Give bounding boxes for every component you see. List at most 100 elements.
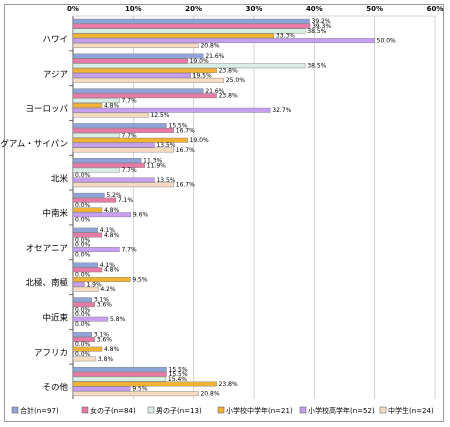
category-label: アフリカ [34,348,68,358]
bar [72,112,149,118]
bar [72,68,217,74]
data-label: 3.6% [97,302,113,309]
bar [72,337,95,342]
x-tick-label: 30% [246,5,263,13]
data-label: 4.1% [100,262,116,269]
data-label: 11.9% [147,162,166,169]
bar [72,43,199,48]
data-label: 0.0% [75,311,91,318]
data-label: 15.4% [168,376,187,383]
bar [72,232,103,238]
bar [72,207,103,213]
legend-swatch [299,406,307,414]
data-label: 7.7% [121,167,137,174]
bar [72,391,199,397]
bar [72,346,103,352]
data-label: 13.5% [156,177,175,184]
bar [72,376,167,382]
category-labels: ハワイアジアヨーロッパグアム・サイパン北米中南米オセアニア北極、南極中近東アフリ… [0,35,68,393]
bar [72,316,109,322]
category-label: 中南米 [42,208,68,219]
data-label: 0.0% [75,306,91,313]
category-label: ヨーロッパ [25,105,68,115]
bar [72,73,191,78]
bar [72,182,174,188]
data-label: 3.1% [94,332,110,339]
data-label: 38.5% [307,28,326,35]
data-label: 32.7% [272,107,291,114]
data-label: 19.0% [190,58,209,65]
data-label: 16.7% [176,147,195,154]
data-label: 4.1% [100,227,116,234]
bar [72,297,92,303]
bar [72,137,188,143]
data-label: 39.2% [312,18,331,25]
data-label: 4.8% [104,102,120,109]
bar [72,302,95,308]
category-label: 中近東 [42,313,68,324]
data-label: 5.8% [110,316,126,323]
data-label: 16.7% [176,182,195,189]
data-label: 12.5% [150,112,169,119]
category-label: グアム・サイパン [0,138,68,149]
data-label: 3.1% [94,297,110,304]
data-label: 9.6% [133,212,149,219]
data-label: 4.2% [100,286,116,293]
legend-swatch [217,406,225,414]
bar [72,18,310,24]
data-label: 11.3% [143,157,162,164]
data-label: 3.8% [98,356,114,363]
data-label: 23.8% [219,381,238,388]
data-label: 0.0% [75,321,91,328]
category-label: その他 [42,382,68,393]
bar [72,63,306,69]
data-label: 0.0% [75,216,91,223]
bar [72,88,204,94]
bar [72,162,145,168]
data-label: 21.6% [205,53,224,60]
legend: 合計(n=97) 女の子(n=84) 男の子(n=13) 小学校中学年(n=21) 小学… [11,406,434,415]
data-label: 23.8% [219,68,238,75]
bar [72,23,311,29]
data-label: 0.0% [75,272,91,279]
data-label: 4.8% [104,207,120,214]
data-label: 25.0% [226,77,245,84]
bars [72,18,375,397]
legend-swatch [147,406,155,414]
bar [72,123,167,129]
category-label: アジア [43,70,68,80]
data-label: 15.5% [169,366,188,373]
data-label: 4.8% [104,232,120,239]
bar [72,58,188,64]
bar [72,53,204,59]
x-tick-label: 50% [366,5,383,13]
data-label: 33.3% [276,33,295,40]
bar [72,132,120,138]
data-label: 21.6% [205,88,224,95]
legend-label: 中学生(n=24) [388,406,434,415]
bar [72,147,174,153]
data-label: 7.7% [121,246,137,253]
bar [72,386,131,392]
data-label: 39.3% [312,23,331,30]
data-label: 7.7% [121,132,137,139]
bar [72,142,155,148]
x-tick-label: 0% [67,5,79,13]
x-tick-label: 60% [427,5,444,13]
data-label: 19.0% [190,137,209,144]
bar [72,262,98,268]
data-label: 15.5% [169,123,188,130]
data-label: 13.5% [156,142,175,149]
bar [72,77,225,83]
data-label: 0.0% [75,172,91,179]
legend-label: 小学校中学年(n=21) [226,406,293,415]
data-labels: 39.2%39.3%38.5%33.3%50.0%20.8%21.6%19.0%… [75,18,396,397]
bar [72,192,105,198]
bar [72,93,217,99]
data-label: 50.0% [377,38,396,45]
bar [72,98,120,103]
bar [72,212,132,218]
bar [72,247,120,252]
bar [72,366,167,372]
